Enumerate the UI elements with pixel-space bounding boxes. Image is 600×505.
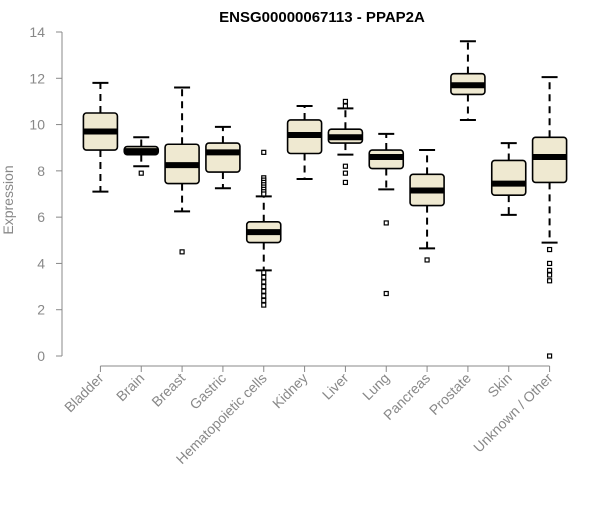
outlier-point — [383, 220, 389, 226]
chart-title: ENSG00000067113 - PPAP2A — [219, 9, 425, 26]
outlier-point — [261, 149, 267, 155]
outlier-point — [424, 257, 430, 263]
outlier-point — [138, 170, 144, 176]
x-tick-label: Lung — [359, 370, 392, 403]
box-lung — [368, 132, 405, 297]
outlier-point — [546, 278, 553, 284]
y-tick-label: 2 — [37, 302, 45, 318]
outlier-point — [546, 260, 553, 267]
y-tick-label: 4 — [37, 255, 45, 271]
x-tick-label: Prostate — [426, 370, 474, 418]
box-breast — [164, 86, 200, 255]
box-skin — [490, 142, 527, 216]
outlier-point — [342, 163, 349, 169]
outlier-point — [261, 279, 267, 285]
x-tick-label: Brain — [113, 370, 147, 404]
box-kidney — [286, 105, 323, 180]
outlier-point — [261, 288, 267, 294]
box-bladder — [82, 81, 119, 193]
x-tick-label: Liver — [319, 370, 352, 403]
outlier-point — [342, 179, 349, 186]
x-tick-label: Breast — [148, 370, 188, 410]
box-prostate — [450, 40, 486, 121]
x-tick-label: Bladder — [61, 370, 107, 416]
box-series — [82, 40, 568, 359]
outlier-point — [261, 283, 267, 290]
outlier-point — [342, 98, 349, 105]
y-tick-label: 0 — [37, 348, 45, 364]
y-tick-label: 12 — [29, 70, 45, 86]
box-brain — [123, 136, 160, 176]
y-axis-label: Expression — [0, 165, 16, 234]
y-tick-label: 14 — [29, 24, 45, 40]
outlier-point — [342, 170, 349, 176]
outlier-point — [546, 353, 553, 359]
outlier-point — [383, 290, 389, 297]
box-gastric — [205, 125, 241, 190]
outlier-point — [261, 270, 267, 276]
outlier-point — [342, 103, 349, 109]
box-pancreas — [409, 149, 445, 263]
box-unknown-other — [531, 76, 568, 359]
outlier-point — [261, 191, 267, 197]
y-axis: 0 2 4 6 8 10 12 14 — [29, 24, 63, 364]
x-tick-label: Kidney — [269, 370, 311, 412]
outlier-point — [546, 272, 553, 278]
y-tick-label: 8 — [37, 163, 45, 179]
box-liver — [327, 98, 364, 186]
box-iqr — [490, 159, 527, 196]
box-hematopoietic-cells — [245, 149, 282, 308]
y-tick-label: 6 — [37, 209, 45, 225]
outlier-point — [261, 274, 267, 280]
outlier-point — [179, 249, 185, 255]
outlier-point — [546, 246, 553, 253]
box-iqr — [205, 142, 241, 173]
outlier-point — [261, 302, 267, 308]
outlier-point — [546, 267, 553, 273]
outlier-point — [261, 297, 267, 304]
outlier-point — [261, 293, 267, 299]
y-tick-label: 10 — [29, 117, 45, 133]
x-tick-label: Skin — [484, 370, 515, 401]
